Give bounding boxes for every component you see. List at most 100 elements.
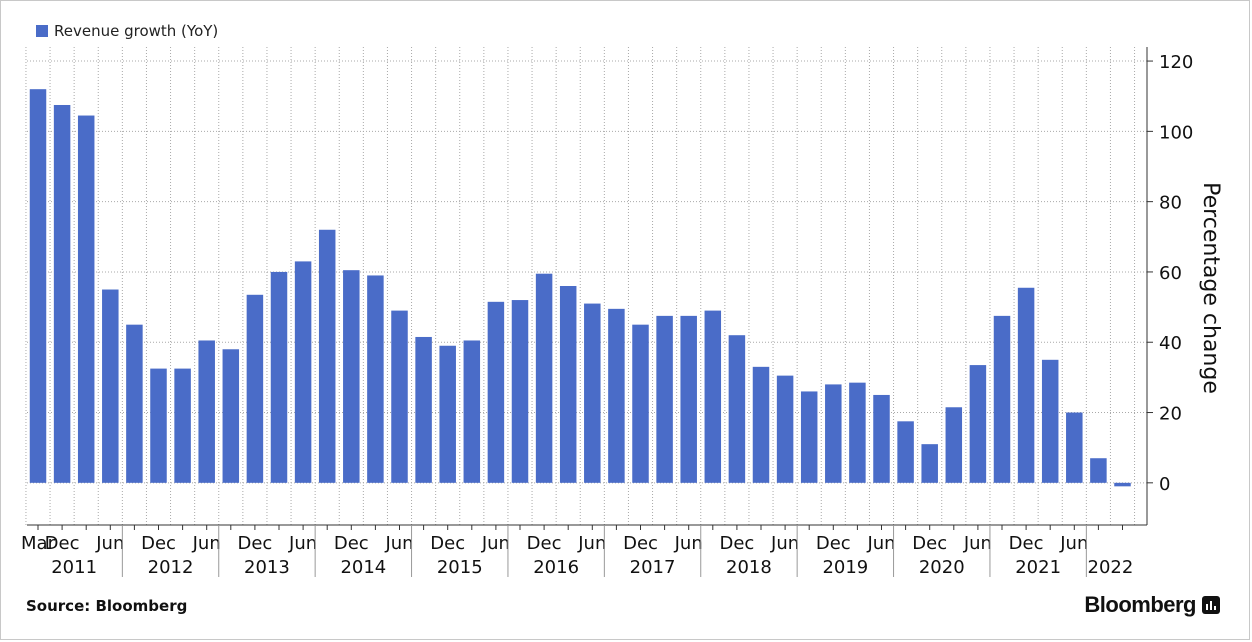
legend: Revenue growth (YoY)	[36, 21, 218, 41]
bar-2020-06	[921, 444, 938, 483]
bar-2016-09	[559, 286, 577, 483]
bar-2014-06	[343, 270, 360, 483]
x-month-label: Dec	[430, 533, 465, 554]
x-month-label: Dec	[141, 533, 176, 554]
bars	[29, 89, 1131, 487]
x-year-label: 2014	[340, 557, 386, 578]
x-year-label: 2021	[1015, 557, 1061, 578]
bar-2020-09	[945, 407, 963, 483]
x-month-label: Jun	[288, 533, 317, 554]
bar-2015-12	[487, 301, 505, 483]
x-month-label: Jun	[384, 533, 413, 554]
bar-2011-06	[53, 104, 71, 483]
x-year-label: 2016	[533, 557, 579, 578]
x-month-label: Jun	[866, 533, 895, 554]
x-year-label: 2018	[726, 557, 772, 578]
bar-2013-03	[222, 349, 240, 483]
x-month-label: Mar	[21, 533, 56, 554]
bar-2018-09	[752, 366, 770, 483]
x-month-label: Jun	[577, 533, 606, 554]
bar-2017-03	[608, 308, 625, 483]
bar-2021-06	[1017, 287, 1035, 483]
bloomberg-terminal-icon	[1202, 596, 1220, 614]
x-month-label: Dec	[1009, 533, 1044, 554]
x-month-label: Dec	[334, 533, 369, 554]
x-month-label: Dec	[623, 533, 658, 554]
bar-2021-09	[1041, 359, 1059, 483]
bar-2019-06	[825, 384, 842, 483]
legend-swatch	[36, 25, 48, 37]
bar-2014-12	[391, 310, 408, 483]
x-month-label: Dec	[912, 533, 947, 554]
bar-2014-03	[318, 229, 336, 483]
bar-2011-09	[77, 115, 95, 483]
y-axis-label: Percentage change	[1198, 182, 1223, 394]
x-month-label: Jun	[481, 533, 510, 554]
bar-2017-06	[632, 324, 649, 483]
bar-2013-12	[294, 261, 312, 483]
y-tick-label: 80	[1159, 193, 1182, 214]
x-year-label: 2019	[822, 557, 868, 578]
x-year-label: 2011	[51, 557, 97, 578]
legend-label: Revenue growth (YoY)	[54, 22, 219, 40]
bar-2019-03	[800, 391, 818, 483]
x-month-label: Dec	[45, 533, 80, 554]
bar-2021-12	[1066, 412, 1083, 483]
x-year-label: 2020	[919, 557, 965, 578]
x-month-label: Dec	[527, 533, 562, 554]
bar-2016-06	[535, 273, 553, 483]
x-month-label: Jun	[95, 533, 124, 554]
bar-2019-12	[873, 394, 890, 483]
x-month-label: Jun	[963, 533, 992, 554]
bar-2016-03	[511, 300, 529, 483]
y-tick-label: 0	[1159, 474, 1170, 495]
x-month-label: Jun	[674, 533, 703, 554]
y-tick-label: 40	[1159, 333, 1182, 354]
bar-2018-03	[704, 310, 722, 483]
bar-2017-12	[680, 315, 697, 483]
x-month-label: Dec	[719, 533, 754, 554]
bar-2015-06	[439, 345, 456, 483]
x-year-label: 2022	[1088, 557, 1134, 578]
bar-2015-09	[463, 340, 481, 483]
y-tick-label: 120	[1159, 52, 1193, 73]
x-year-label: 2013	[244, 557, 290, 578]
bar-2012-06	[150, 368, 167, 483]
bar-2011-03	[29, 89, 47, 483]
bar-2022-06	[1114, 482, 1131, 487]
bar-2018-06	[728, 335, 746, 483]
bar-2013-06	[246, 294, 264, 483]
x-year-label: 2017	[630, 557, 676, 578]
bar-2021-03	[993, 315, 1011, 483]
bar-2019-09	[849, 382, 866, 483]
bar-2020-03	[897, 421, 914, 483]
bar-2012-03	[126, 324, 143, 483]
bar-2011-12	[102, 289, 119, 483]
y-tick-label: 100	[1159, 122, 1193, 143]
x-month-label: Dec	[237, 533, 272, 554]
bar-2014-09	[367, 275, 384, 483]
brand-name: Bloomberg	[1084, 592, 1196, 617]
y-tick-label: 60	[1159, 263, 1182, 284]
x-month-label: Jun	[1059, 533, 1088, 554]
bar-2015-03	[415, 336, 432, 483]
x-year-label: 2015	[437, 557, 483, 578]
x-month-label: Dec	[816, 533, 851, 554]
bar-2017-09	[656, 315, 673, 483]
bar-2020-12	[969, 365, 987, 483]
bar-2022-03	[1090, 458, 1107, 483]
source-note: Source: Bloomberg	[26, 597, 188, 615]
bar-2012-09	[174, 368, 191, 483]
bar-2016-12	[584, 303, 601, 483]
x-year-label: 2012	[148, 557, 194, 578]
x-month-label: Jun	[192, 533, 221, 554]
bar-2012-12	[198, 340, 215, 483]
x-month-label: Jun	[770, 533, 799, 554]
y-tick-label: 20	[1159, 404, 1182, 425]
bar-2013-09	[270, 271, 288, 483]
bar-2018-12	[776, 375, 794, 483]
brand-logo: Bloomberg	[1084, 592, 1220, 618]
